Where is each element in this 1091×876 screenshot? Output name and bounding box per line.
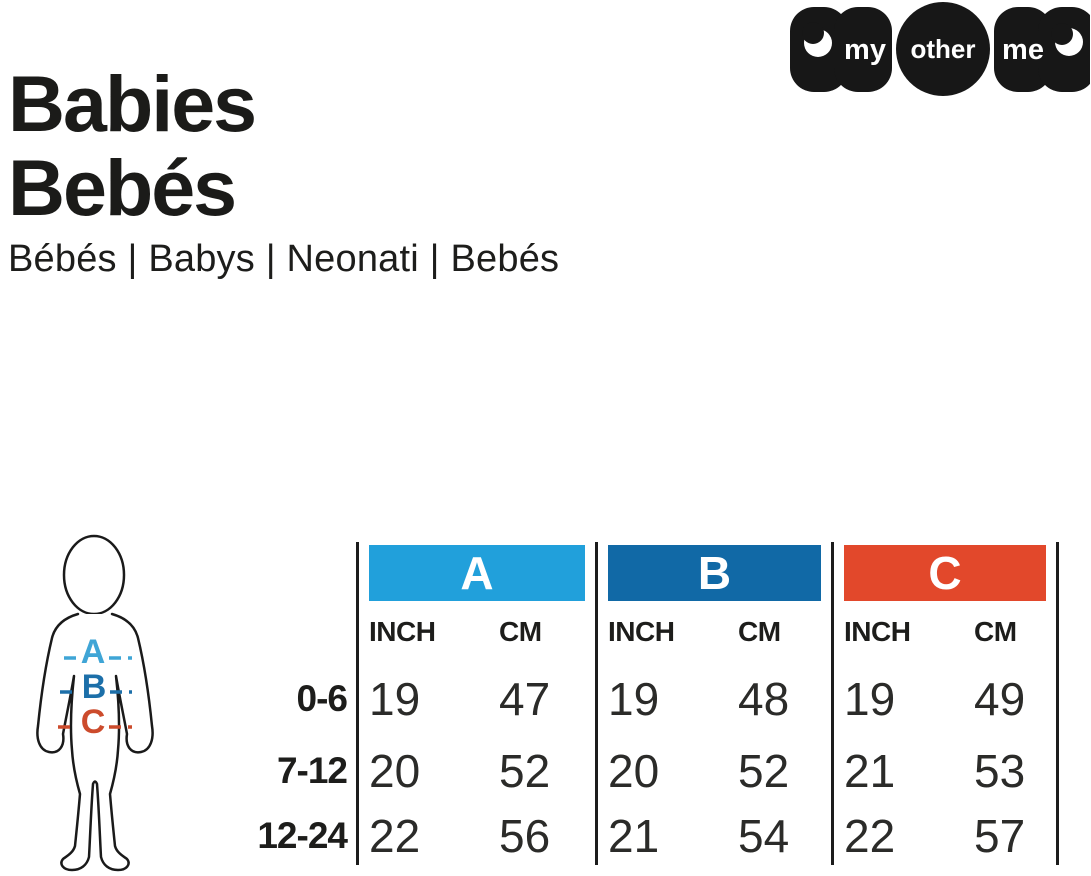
value-c-cm-12-24: 57 xyxy=(974,810,1026,862)
table-row: 22 56 xyxy=(359,807,595,865)
measure-group-a: A INCH CM 19 47 20 52 22 56 xyxy=(356,542,595,865)
group-a-cm-label: CM xyxy=(499,616,542,647)
age-row-label-12-24: 12-24 xyxy=(257,815,348,856)
group-b-cm-label: CM xyxy=(738,616,781,647)
value-b-inch-0-6: 19 xyxy=(608,673,660,725)
group-b-unit-headers: INCH CM xyxy=(598,601,831,663)
age-column: 0-6 7-12 12-24 xyxy=(200,542,356,865)
figure-letter-c: C xyxy=(81,703,106,741)
table-row: 19 49 xyxy=(834,663,1056,735)
value-a-inch-12-24: 22 xyxy=(369,810,421,862)
logo-word-other: other xyxy=(911,34,976,64)
logo-m2-left-hump xyxy=(994,7,1052,92)
value-c-inch-0-6: 19 xyxy=(844,673,896,725)
group-a-unit-headers: INCH CM xyxy=(359,601,595,663)
group-c-header: C xyxy=(844,545,1046,601)
smile-crescent-icon xyxy=(1051,23,1083,56)
mom-logo-graphic: my other me xyxy=(790,2,1090,96)
group-c-cm-label: CM xyxy=(974,616,1017,647)
value-a-inch-7-12: 20 xyxy=(369,745,421,797)
logo-word-me: me xyxy=(1002,34,1044,66)
table-row: 22 57 xyxy=(834,807,1056,865)
baby-head xyxy=(62,534,126,616)
table-row: 19 47 xyxy=(359,663,595,735)
value-a-cm-0-6: 47 xyxy=(499,673,551,725)
group-b-inch-label: INCH xyxy=(608,616,675,647)
value-a-inch-0-6: 19 xyxy=(369,673,421,725)
value-b-inch-12-24: 21 xyxy=(608,810,660,862)
sleepy-eye-icon xyxy=(802,22,832,57)
group-b-header: B xyxy=(608,545,821,601)
baby-outline-icon: A B C xyxy=(36,534,154,872)
table-row: 21 53 xyxy=(834,735,1056,807)
baby-figure: A B C xyxy=(20,528,172,876)
value-c-inch-7-12: 21 xyxy=(844,745,896,797)
group-c-inch-label: INCH xyxy=(844,616,911,647)
measure-group-c: C INCH CM 19 49 21 53 22 57 xyxy=(831,542,1059,865)
page-title-spanish: Bebés xyxy=(8,143,237,232)
age-row-label-7-12: 7-12 xyxy=(276,750,348,791)
value-c-cm-0-6: 49 xyxy=(974,673,1026,725)
value-c-inch-12-24: 22 xyxy=(844,810,896,862)
group-a-inch-label: INCH xyxy=(369,616,436,647)
age-column-spacer xyxy=(200,542,356,663)
logo-m1-right-hump xyxy=(834,7,892,92)
age-row-label-0-6: 0-6 xyxy=(296,678,348,719)
value-b-cm-7-12: 52 xyxy=(738,745,790,797)
logo-o-circle xyxy=(896,2,990,96)
baby-body xyxy=(36,612,154,872)
value-a-cm-12-24: 56 xyxy=(499,810,551,862)
page-title-english: Babies xyxy=(8,59,257,148)
figure-letter-a: A xyxy=(81,633,106,671)
table-row: 20 52 xyxy=(359,735,595,807)
figure-letter-b: B xyxy=(82,668,107,706)
group-a-header: A xyxy=(369,545,585,601)
value-c-cm-7-12: 53 xyxy=(974,745,1026,797)
table-row: 21 54 xyxy=(598,807,831,865)
measure-group-b: B INCH CM 19 48 20 52 21 54 xyxy=(595,542,831,865)
size-table: 0-6 7-12 12-24 A INCH CM 19 47 20 52 22 … xyxy=(200,542,1059,865)
value-b-cm-12-24: 54 xyxy=(738,810,790,862)
mom-logo: my other me xyxy=(788,2,1090,97)
value-b-inch-7-12: 20 xyxy=(608,745,660,797)
logo-word-my: my xyxy=(844,34,886,66)
value-b-cm-0-6: 48 xyxy=(738,673,790,725)
table-row: 20 52 xyxy=(598,735,831,807)
page-subtitle-translations: Bébés | Babys | Neonati | Bebés xyxy=(8,238,560,280)
value-a-cm-7-12: 52 xyxy=(499,745,551,797)
table-row: 19 48 xyxy=(598,663,831,735)
group-c-unit-headers: INCH CM xyxy=(834,601,1056,663)
